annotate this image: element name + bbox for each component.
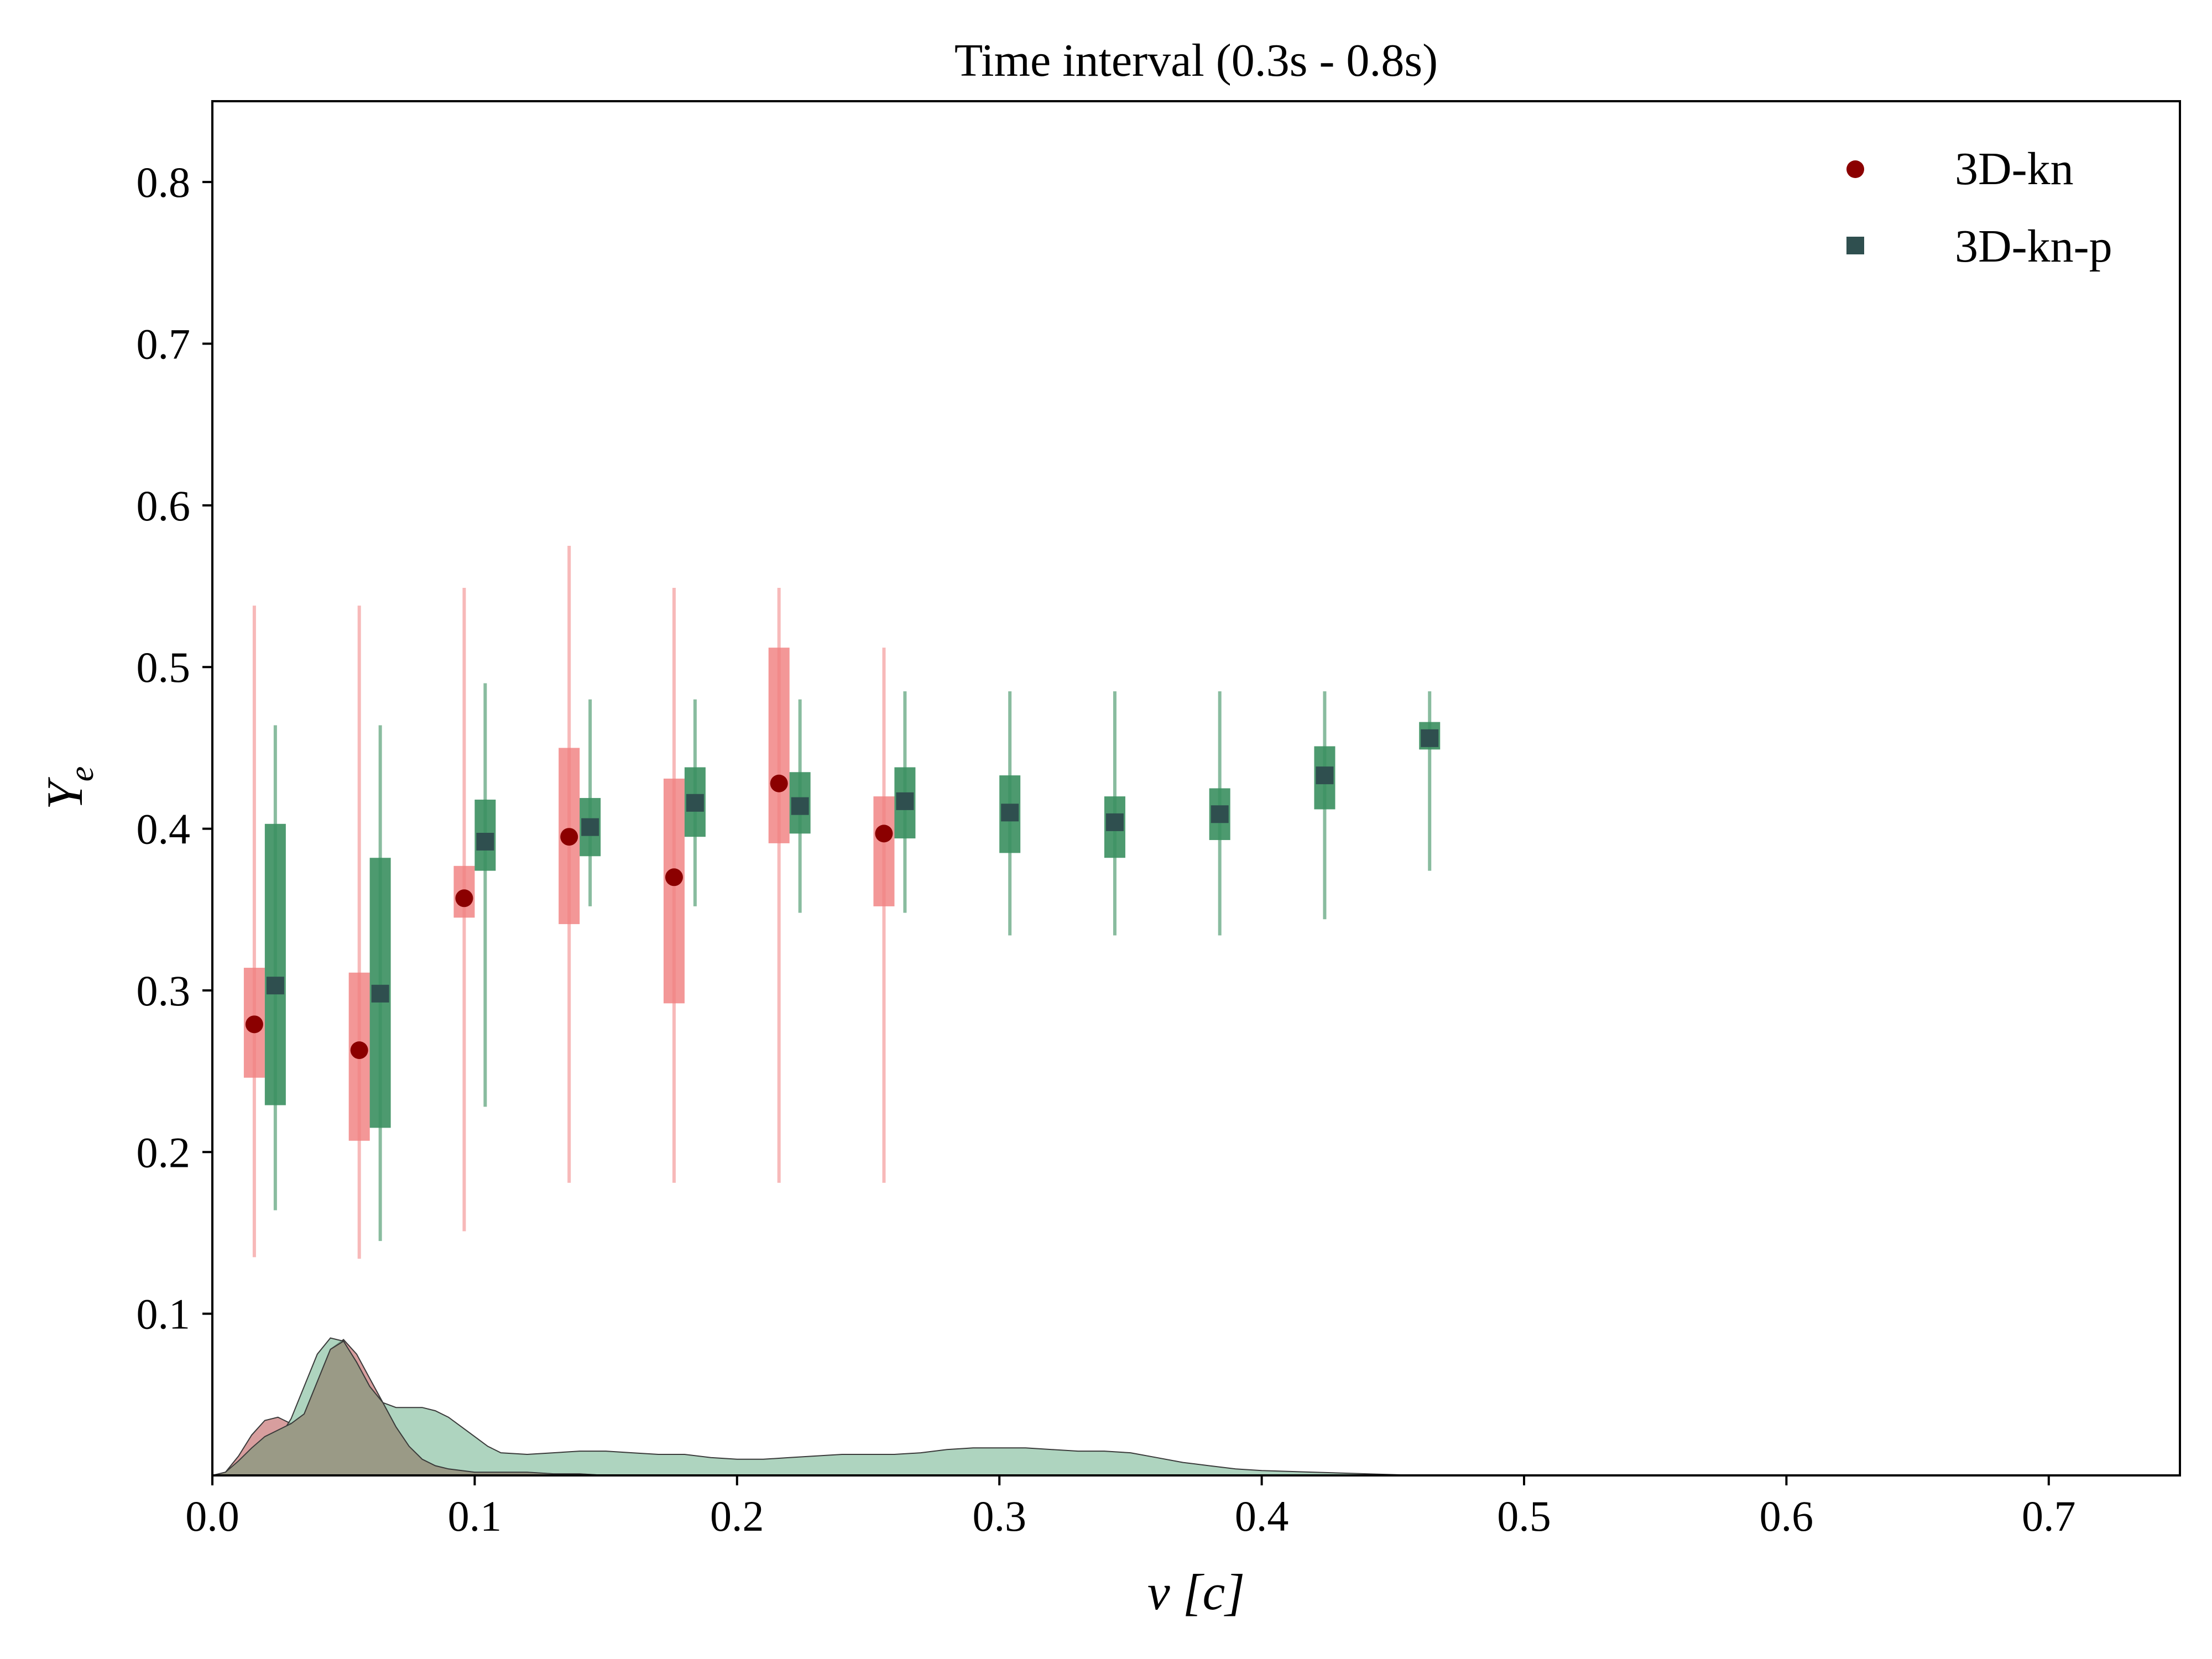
x-axis-label: v [c] xyxy=(1147,1564,1245,1620)
legend-label-3d-kn-p: 3D-kn-p xyxy=(1955,221,2112,272)
legend-marker-3d-kn-p xyxy=(1846,237,1864,254)
iqr-box-1-6 xyxy=(768,648,790,843)
marker-3d-kn-2 xyxy=(350,1041,368,1060)
y-tick-label-7: 0.7 xyxy=(137,320,191,368)
marker-3d-kn-p-4 xyxy=(581,818,599,836)
legend: 3D-kn 3D-kn-p xyxy=(1846,143,2112,272)
y-tick-label-2: 0.2 xyxy=(137,1128,191,1176)
marker-layer xyxy=(245,729,1439,1060)
x-tick-label-6: 0.5 xyxy=(1497,1492,1551,1540)
y-tick-label-3: 0.3 xyxy=(137,967,191,1015)
marker-3d-kn-p-6 xyxy=(791,797,809,815)
y-tick-label-5: 0.5 xyxy=(137,643,191,691)
y-axis: 0.1 0.2 0.3 0.4 0.5 0.6 0.7 0.8 xyxy=(137,158,212,1338)
marker-3d-kn-5 xyxy=(665,868,683,886)
density-area-3 xyxy=(212,1340,606,1476)
y-tick-label-4: 0.4 xyxy=(137,805,191,853)
marker-3d-kn-p-1 xyxy=(266,977,284,995)
x-tick-label-1: 0.0 xyxy=(185,1492,239,1540)
density-layer xyxy=(212,1337,1420,1476)
x-tick-label-2: 0.1 xyxy=(448,1492,502,1540)
marker-3d-kn-7 xyxy=(875,825,893,843)
marker-3d-kn-1 xyxy=(245,1015,263,1034)
marker-3d-kn-p-11 xyxy=(1316,766,1334,785)
marker-3d-kn-6 xyxy=(770,774,788,792)
x-axis: 0.0 0.1 0.2 0.3 0.4 0.5 0.6 0.7 xyxy=(185,1475,2076,1540)
y-tick-label-1: 0.1 xyxy=(137,1290,191,1338)
chart-title: Time interval (0.3s - 0.8s) xyxy=(954,35,1438,86)
marker-3d-kn-p-5 xyxy=(686,794,704,812)
x-tick-label-3: 0.2 xyxy=(710,1492,764,1540)
legend-label-3d-kn: 3D-kn xyxy=(1955,143,2074,195)
marker-3d-kn-p-3 xyxy=(476,832,494,851)
marker-3d-kn-p-9 xyxy=(1105,813,1124,831)
y-axis-label-main: Y xyxy=(36,776,93,810)
y-axis-label-sub: e xyxy=(63,766,101,782)
plot-frame xyxy=(211,100,2181,1477)
iqr-box-2-1 xyxy=(264,823,286,1105)
legend-marker-3d-kn xyxy=(1846,160,1864,178)
y-tick-label-8: 0.8 xyxy=(137,158,191,206)
x-tick-label-5: 0.4 xyxy=(1235,1492,1289,1540)
marker-3d-kn-4 xyxy=(560,828,578,846)
x-tick-label-8: 0.7 xyxy=(2022,1492,2076,1540)
marker-3d-kn-p-10 xyxy=(1211,805,1229,823)
iqr-box-1-7 xyxy=(873,796,895,906)
marker-3d-kn-p-8 xyxy=(1001,804,1019,822)
marker-3d-kn-p-2 xyxy=(371,984,389,1003)
iqr-box-1-5 xyxy=(663,778,685,1004)
marker-3d-kn-p-7 xyxy=(896,792,914,810)
marker-3d-kn-3 xyxy=(455,889,473,907)
x-tick-label-4: 0.3 xyxy=(972,1492,1026,1540)
y-axis-label: Ye xyxy=(36,766,101,810)
y-tick-label-6: 0.6 xyxy=(137,482,191,530)
x-tick-label-7: 0.6 xyxy=(1760,1492,1814,1540)
marker-3d-kn-p-12 xyxy=(1421,729,1439,747)
